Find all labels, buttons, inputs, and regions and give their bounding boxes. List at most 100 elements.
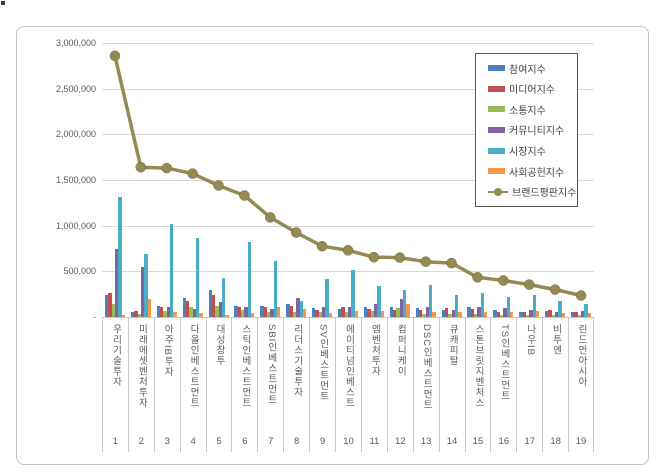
bar-participation-index — [182, 298, 186, 317]
bar-market-index — [454, 294, 459, 317]
bar-participation-index — [389, 307, 394, 317]
bar-social-contribution-index — [225, 315, 229, 317]
bar-community-index — [451, 310, 455, 317]
bar-communication-index — [215, 306, 219, 317]
bar-market-index — [558, 300, 562, 317]
bar-social-contribution-index — [587, 312, 592, 317]
bar-participation-index — [208, 289, 212, 317]
rank-label: 6 — [242, 436, 248, 447]
legend-swatch-participation-index — [488, 65, 505, 72]
rank-label: 9 — [319, 436, 326, 447]
category-cell: 우리기술투자 1 — [102, 318, 128, 452]
legend-item-communication-index: 소통지수 — [488, 100, 577, 118]
bar-market-index — [480, 292, 485, 317]
rank-label: 3 — [164, 436, 170, 447]
legend-label: 소통지수 — [509, 105, 546, 117]
rank-label: 17 — [524, 436, 536, 447]
bar-community-index — [503, 308, 507, 317]
rank-label: 8 — [294, 436, 300, 447]
bar-social-contribution-index — [380, 311, 384, 317]
category-cell: SV인베스트먼트 9 — [309, 318, 335, 452]
bar-participation-index — [467, 307, 471, 317]
legend-item-community-index: 커뮤니티지수 — [488, 121, 577, 139]
bar-social-contribution-index — [276, 307, 281, 317]
bar-social-contribution-index — [302, 308, 307, 317]
y-axis-tick-label: 2,500,000 — [55, 83, 96, 94]
rank-label: 7 — [268, 436, 274, 447]
category-label: 컴퍼니케이 — [395, 324, 407, 377]
bar-media-index — [108, 292, 112, 317]
bar-communication-index — [137, 314, 141, 317]
rank-label: 2 — [138, 436, 144, 447]
rank-label: 5 — [216, 436, 222, 447]
bar-media-index — [185, 300, 190, 317]
bar-media-index — [263, 306, 267, 317]
bar-communication-index — [318, 312, 323, 317]
rank-label: 1 — [112, 436, 119, 447]
bar-participation-index — [260, 306, 264, 317]
bar-communication-index — [344, 312, 348, 317]
legend-item-media-index: 미디어지수 — [488, 80, 577, 98]
legend-item-participation-index: 참여지수 — [488, 59, 577, 77]
bar-social-contribution-index — [535, 311, 540, 317]
category-cell: SBI인베스트먼트 7 — [257, 318, 283, 452]
bar-social-contribution-index — [199, 313, 203, 317]
legend-label: 시장지수 — [509, 147, 546, 159]
rank-label: 14 — [446, 436, 458, 447]
bar-social-contribution-index — [251, 312, 255, 317]
bar-media-index — [393, 309, 397, 317]
bar-participation-index — [104, 294, 109, 317]
y-axis-tick-label: 1,500,000 — [55, 175, 96, 185]
category-cell: 비투엔 18 — [542, 318, 568, 452]
legend-swatch-media-index — [488, 85, 505, 92]
category-label: 큐캐피탈 — [447, 324, 459, 366]
bar-participation-index — [156, 306, 161, 317]
y-axis-tick-label: 2,000,000 — [55, 129, 96, 140]
legend-item-brand-reputation-index: 브랜드평판지수 — [488, 183, 577, 201]
bar-social-contribution-index — [121, 314, 125, 317]
legend-label: 참여지수 — [509, 64, 546, 76]
category-label: 미래에셋벤처투자 — [136, 324, 148, 408]
category-label: 린드먼아시아 — [576, 324, 588, 387]
bar-participation-index — [363, 306, 368, 317]
bar-communication-index — [422, 314, 426, 317]
bar-market-index — [247, 242, 252, 317]
bar-community-index — [270, 309, 274, 317]
legend-swatch-community-index — [488, 126, 505, 133]
category-cell: 스톤브릿지벤처스 15 — [464, 318, 491, 452]
category-label: 비투엔 — [550, 324, 562, 356]
category-label: 엠벤처투자 — [369, 324, 381, 377]
category-cell: DSC인베스트먼트 13 — [412, 318, 439, 452]
bar-market-index — [351, 270, 355, 317]
rank-label: 11 — [369, 436, 380, 447]
bar-social-contribution-index — [147, 298, 151, 317]
bar-social-contribution-index — [354, 311, 358, 317]
bar-communication-index — [189, 307, 193, 317]
category-label: SBI인베스트먼트 — [265, 324, 277, 406]
bar-media-index — [237, 307, 242, 317]
bar-communication-index — [577, 315, 582, 317]
bar-communication-index — [500, 314, 504, 317]
y-axis-tick-label: 500,000 — [63, 266, 96, 277]
rank-label: 19 — [575, 436, 587, 447]
category-label: TS인베스트먼트 — [498, 324, 510, 402]
category-label: 나우IB — [524, 324, 536, 356]
bar-community-index — [477, 306, 481, 317]
bar-participation-index — [493, 309, 497, 317]
category-cell: 에이티넘인베스트 10 — [335, 318, 361, 452]
bar-social-contribution-index — [458, 312, 462, 317]
bar-media-index — [548, 309, 552, 317]
bar-communication-index — [448, 314, 452, 317]
bar-media-index — [211, 294, 216, 317]
bar-social-contribution-index — [432, 312, 436, 317]
bar-market-index — [403, 289, 407, 317]
rank-label: 4 — [190, 436, 196, 447]
bar-media-index — [315, 310, 319, 317]
bar-media-index — [470, 308, 475, 317]
rank-label: 10 — [343, 436, 354, 447]
bar-market-index — [584, 303, 588, 317]
rank-label: 15 — [472, 436, 484, 447]
bar-social-contribution-index — [561, 312, 566, 317]
legend-line-marker — [494, 187, 502, 196]
